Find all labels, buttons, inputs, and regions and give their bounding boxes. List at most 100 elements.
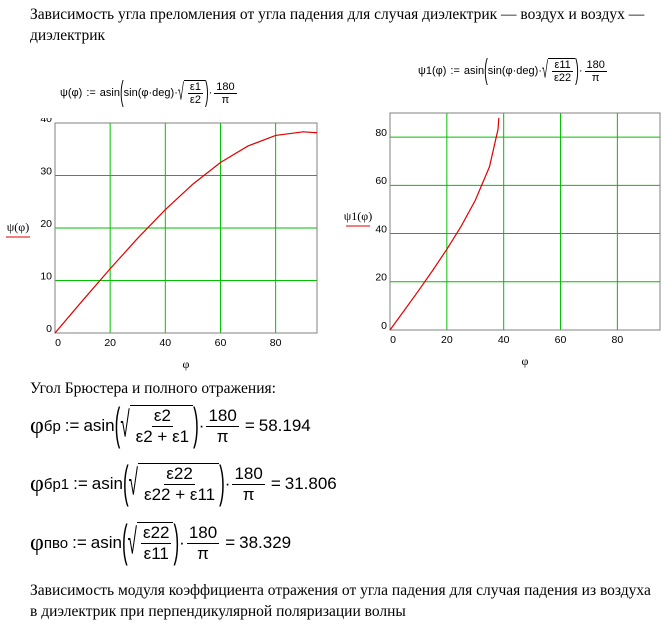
formula-lhs: ψ1(φ) xyxy=(418,65,447,77)
operator: · xyxy=(578,65,583,77)
y-tick-label: 20 xyxy=(375,272,387,284)
y-axis-label: ψ(φ) xyxy=(7,220,29,234)
numerator: ε2 xyxy=(151,406,173,427)
denominator: π xyxy=(591,71,600,84)
fraction: ε1 ε2 xyxy=(187,81,203,106)
curve xyxy=(389,117,500,331)
fraction: ε11 ε22 xyxy=(552,59,573,84)
numerator: ε1 xyxy=(187,81,203,94)
y-tick-label: 0 xyxy=(381,320,387,332)
operator: := xyxy=(72,533,87,552)
denominator: π xyxy=(242,484,255,504)
square-root: √ ε11 ε22 xyxy=(541,58,576,84)
x-tick-label: 40 xyxy=(498,334,510,346)
operator: = xyxy=(270,474,281,493)
x-tick-label: 60 xyxy=(215,337,227,349)
denominator: π xyxy=(197,543,209,563)
numerator: 180 xyxy=(214,80,237,94)
operator: · xyxy=(179,533,185,552)
y-tick-label: 30 xyxy=(40,165,52,177)
parenthesis: ) xyxy=(173,517,180,567)
fraction: 180 π xyxy=(206,405,239,447)
numerator: 180 xyxy=(206,405,239,427)
operator: := xyxy=(73,474,88,493)
formula-lhs: ψ(φ) xyxy=(60,87,83,99)
formula: φ бр:= asin(√ ε2 ε2 + ε1) · 180 π = 58.194 xyxy=(30,400,311,449)
parenthesis: ( xyxy=(119,77,124,109)
x-tick-label: 20 xyxy=(104,337,116,349)
fraction: 180 π xyxy=(186,522,220,564)
y-tick-label: 40 xyxy=(375,223,387,235)
parenthesis: ( xyxy=(122,458,129,508)
operator: · xyxy=(174,87,178,99)
chart: 0 10 20 30 40 0 20 40 60 80 ψ(φ) φ xyxy=(6,118,318,371)
x-tick-label: 0 xyxy=(55,337,61,349)
x-tick-label: 40 xyxy=(159,337,171,349)
radicand: ε1 ε2 xyxy=(183,80,205,106)
denominator: ε22 + ε11 xyxy=(144,485,216,504)
radical-sign: √ xyxy=(120,405,130,445)
radical-sign: √ xyxy=(128,463,138,503)
inner: sin(φ·deg) xyxy=(123,87,175,99)
x-tick-label: 80 xyxy=(270,337,282,349)
denominator: ε2 + ε1 xyxy=(135,427,190,446)
denominator: π xyxy=(221,93,230,106)
formula-subscript: бр xyxy=(43,417,61,435)
numerator: ε22 xyxy=(164,464,195,485)
parenthesis: ) xyxy=(204,77,209,109)
denominator: ε22 xyxy=(554,72,572,84)
operator: · xyxy=(198,416,205,435)
denominator: ε11 xyxy=(143,544,169,563)
operator: · xyxy=(208,87,213,99)
function: asin xyxy=(90,533,122,552)
fraction: 180 π xyxy=(232,464,265,505)
y-axis-label: ψ1(φ) xyxy=(344,209,372,223)
y-tick-label: 0 xyxy=(46,323,52,335)
parenthesis: ( xyxy=(121,517,128,567)
operator: := xyxy=(450,65,460,77)
numerator: 180 xyxy=(186,522,220,544)
parenthesis: ( xyxy=(484,55,488,87)
square-root: √ ε22 ε11 xyxy=(128,522,174,564)
formula: ψ(φ):= asin(sin(φ·deg) · √ ε1 ε2) · 180 π xyxy=(60,77,239,109)
radical-sign: √ xyxy=(541,58,549,84)
chart: 0 20 40 60 80 0 20 40 60 80 ψ1(φ) φ xyxy=(344,112,661,368)
fraction: 180 π xyxy=(584,59,607,84)
operator: · xyxy=(224,474,231,493)
radical-sign: √ xyxy=(127,522,137,562)
numerator: ε22 xyxy=(140,523,172,544)
radicand: ε11 ε22 xyxy=(548,58,576,84)
fraction: 180 π xyxy=(214,80,237,106)
formula-subscript: пво xyxy=(43,534,69,552)
result: 31.806 xyxy=(284,474,337,493)
x-tick-label: 80 xyxy=(612,334,624,346)
curve xyxy=(54,131,318,334)
operator: := xyxy=(64,416,80,435)
parenthesis: ) xyxy=(193,400,199,450)
fraction: ε22 ε22 + ε11 xyxy=(142,464,217,505)
y-tick-label: 60 xyxy=(375,175,387,187)
formula: φ бр1:= asin(√ ε22 ε22 + ε11) · 180 π = 31.806 xyxy=(30,458,337,507)
parenthesis: ) xyxy=(575,55,579,87)
denominator: π xyxy=(216,426,229,446)
function: asin xyxy=(463,65,485,77)
paragraph: Зависимость модуля коэффициента отражени… xyxy=(30,582,651,620)
formula-subscript: бр1 xyxy=(43,475,70,493)
fraction: ε22 ε11 xyxy=(140,523,172,564)
parenthesis: ) xyxy=(219,458,225,508)
x-tick-label: 0 xyxy=(390,334,396,346)
radicand: ε22 ε11 xyxy=(136,522,174,564)
radical-sign: √ xyxy=(177,80,184,106)
y-tick-label: 20 xyxy=(40,218,52,230)
operator: · xyxy=(538,65,542,77)
function: asin xyxy=(91,474,123,493)
inner: sin(φ·deg) xyxy=(487,65,539,77)
x-axis-label: φ xyxy=(522,354,529,368)
square-root: √ ε2 ε2 + ε1 xyxy=(120,405,194,447)
result: 58.194 xyxy=(258,416,311,435)
operator: = xyxy=(225,533,236,552)
paragraph: Угол Брюстера и полного отражения: xyxy=(30,380,276,397)
y-tick-label: 40 xyxy=(40,118,52,125)
x-tick-label: 20 xyxy=(441,334,453,346)
